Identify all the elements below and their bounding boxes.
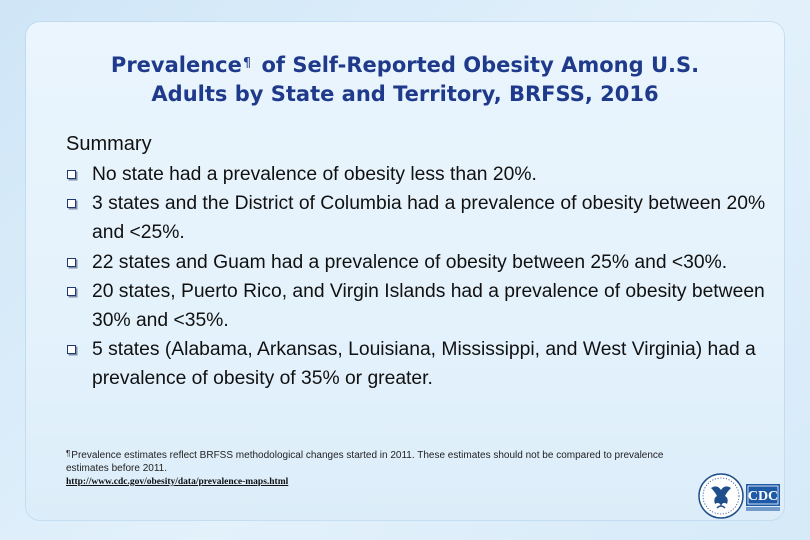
agency-logos: CDC [697, 470, 787, 522]
square-bullet-icon [67, 199, 76, 209]
square-bullet-icon [67, 345, 76, 355]
title-line2: Adults by State and Territory, BRFSS, 20… [151, 82, 659, 106]
summary-bullet-text: No state had a prevalence of obesity les… [92, 164, 537, 185]
summary-bullet-text: 22 states and Guam had a prevalence of o… [92, 251, 728, 273]
cdc-logo-text: CDC [748, 489, 778, 504]
summary-bullet: 22 states and Guam had a prevalence of o… [66, 248, 766, 277]
title-footnote-mark: ¶ [242, 56, 252, 71]
summary-bullet: 5 states (Alabama, Arkansas, Louisiana, … [66, 335, 766, 393]
footnote-text: Prevalence estimates reflect BRFSS metho… [66, 450, 664, 474]
title-part1: Prevalence [110, 53, 242, 77]
title-part2: of Self-Reported Obesity Among U.S. [254, 53, 700, 77]
hhs-eagle-icon [698, 473, 744, 519]
summary-bullet: 3 states and the District of Columbia ha… [66, 189, 766, 247]
square-bullet-icon [67, 257, 76, 267]
summary-list: No state had a prevalence of obesity les… [66, 160, 766, 394]
summary-bullet-text: 5 states (Alabama, Arkansas, Louisiana, … [92, 339, 756, 390]
footnote-mark: ¶ [66, 449, 71, 458]
footnote: ¶Prevalence estimates reflect BRFSS meth… [66, 448, 706, 475]
summary-bullet-text: 20 states, Puerto Rico, and Virgin Islan… [92, 280, 765, 332]
summary-heading: Summary [66, 133, 152, 155]
square-bullet-icon [67, 170, 76, 179]
square-bullet-icon [67, 286, 76, 296]
summary-bullet: No state had a prevalence of obesity les… [66, 160, 766, 189]
summary-bullet: 20 states, Puerto Rico, and Virgin Islan… [66, 277, 766, 335]
slide-panel [26, 22, 784, 520]
source-link[interactable]: http://www.cdc.gov/obesity/data/prevalen… [66, 477, 289, 487]
slide-title: Prevalence¶ of Self-Reported Obesity Amo… [40, 49, 770, 109]
cdc-logo: CDC [746, 484, 780, 511]
summary-bullet-text: 3 states and the District of Columbia ha… [92, 193, 766, 244]
